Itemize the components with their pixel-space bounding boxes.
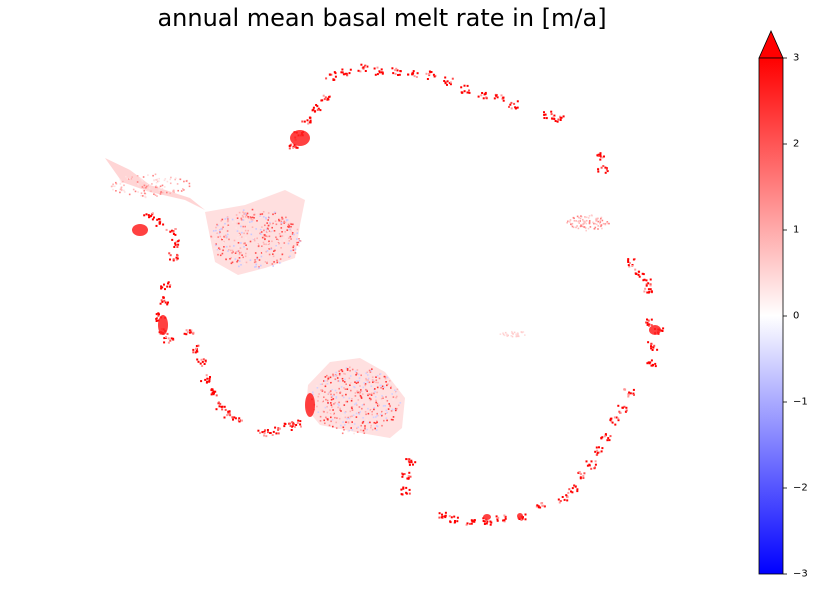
colorbar-tick-label: 2 (793, 138, 800, 150)
chart-title: annual mean basal melt rate in [m/a] (157, 4, 607, 32)
colorbar-tick-label: −2 (793, 482, 808, 494)
weddell-like-shelf (306, 358, 405, 438)
high-melt-patch (649, 325, 661, 335)
ross-like-shelf (205, 190, 305, 275)
colorbar-tick-label: 1 (793, 224, 800, 236)
colorbar-tick-label: 3 (793, 52, 800, 64)
colorbar-gradient (758, 57, 784, 575)
colorbar-tick-label: 0 (793, 310, 800, 322)
colorbar-extend-arrow (758, 30, 784, 59)
high-melt-patch (517, 513, 523, 519)
peninsula-shelf (105, 158, 205, 210)
high-melt-patch (290, 130, 310, 146)
high-melt-patch (132, 224, 148, 236)
high-melt-patch (305, 393, 315, 417)
colorbar-tick-label: −3 (793, 568, 808, 580)
antarctica-melt-map (105, 63, 665, 526)
high-melt-patch (158, 315, 168, 335)
colorbar (758, 30, 787, 575)
high-melt-patch (483, 514, 491, 520)
colorbar-tick-label: −1 (793, 396, 808, 408)
